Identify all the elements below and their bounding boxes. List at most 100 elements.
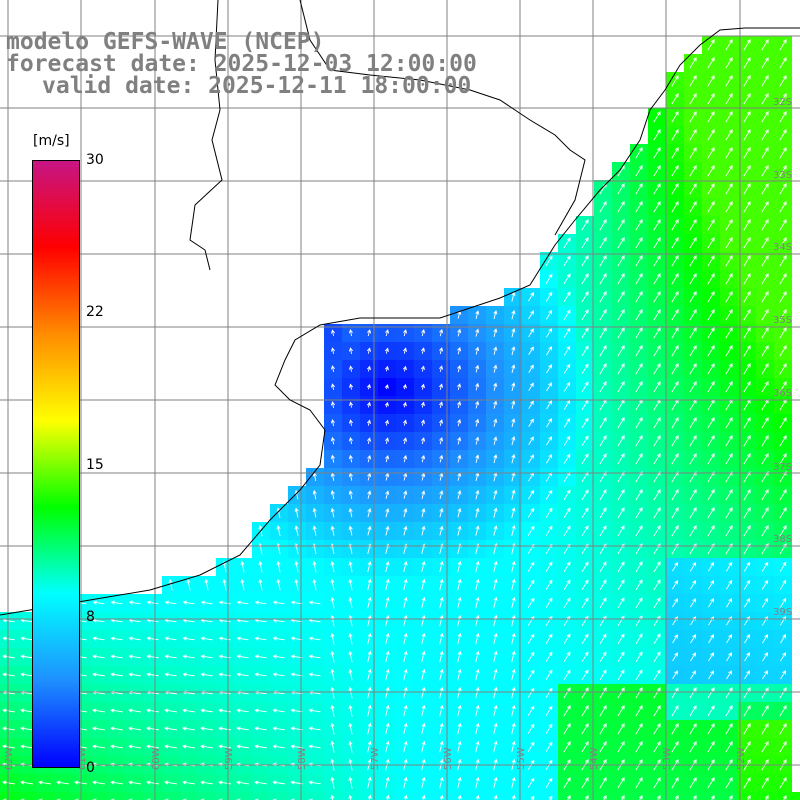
wind-arrow <box>475 578 480 591</box>
wind-arrow <box>743 723 751 735</box>
wind-arrow <box>761 489 769 501</box>
wind-arrow <box>20 744 33 749</box>
wind-arrow <box>635 579 643 591</box>
wind-arrow <box>563 363 571 374</box>
wind-speed-cell <box>594 792 612 800</box>
wind-arrow <box>689 363 697 375</box>
wind-arrow <box>635 741 643 753</box>
wind-arrow <box>92 600 105 605</box>
wind-arrow <box>236 672 249 677</box>
wind-arrow <box>779 345 787 357</box>
wind-arrow <box>653 201 661 213</box>
wind-arrow <box>671 291 679 303</box>
wind-arrow <box>671 237 679 249</box>
wind-arrow <box>421 454 426 463</box>
wind-arrow <box>511 489 516 500</box>
wind-arrow <box>743 219 751 231</box>
wind-speed-field <box>0 36 800 800</box>
wind-speed-cell <box>648 792 666 800</box>
valid-date: valid date: 2025-12-11 18:00:00 <box>42 73 472 99</box>
wind-arrow <box>761 705 769 717</box>
wind-arrow <box>725 39 733 51</box>
wind-arrow <box>599 381 607 393</box>
wind-arrow <box>182 798 187 800</box>
wind-arrow <box>779 75 787 87</box>
wind-arrow <box>725 129 733 141</box>
wind-arrow <box>638 795 643 800</box>
wind-arrow <box>475 346 480 355</box>
wind-arrow <box>689 93 697 105</box>
wind-arrow <box>439 722 444 735</box>
wind-arrow <box>545 597 553 608</box>
wind-arrow <box>635 237 643 249</box>
wind-arrow <box>635 705 643 717</box>
wind-arrow <box>367 472 372 481</box>
wind-arrow <box>330 383 336 390</box>
wind-arrow <box>182 744 196 749</box>
wind-arrow <box>438 401 444 408</box>
wind-arrow <box>725 75 733 87</box>
wind-arrow <box>671 327 679 339</box>
longitude-labels: 62W 61W 60W 59W 58W 57W 56W 55W 54W 53W 52W <box>4 747 747 770</box>
wind-arrow <box>707 273 715 285</box>
wind-arrow <box>743 75 751 87</box>
wind-arrow <box>545 579 553 590</box>
wind-arrow <box>689 291 697 303</box>
wind-arrow <box>402 383 407 390</box>
wind-arrow <box>218 672 231 677</box>
wind-arrow <box>439 490 444 500</box>
wind-arrow <box>527 651 535 662</box>
wind-arrow <box>385 704 390 717</box>
wind-arrow <box>527 777 535 788</box>
wind-arrow <box>653 669 661 681</box>
latitude-label: 38S <box>773 534 792 545</box>
wind-arrow <box>545 255 553 266</box>
wind-arrow <box>128 654 141 659</box>
wind-arrow <box>690 670 696 680</box>
wind-arrow <box>707 309 715 321</box>
wind-arrow <box>367 776 372 789</box>
wind-arrow <box>457 401 462 409</box>
wind-arrow <box>635 201 643 213</box>
wind-arrow <box>511 309 516 320</box>
wind-arrow <box>563 741 571 753</box>
wind-arrow <box>707 561 715 572</box>
wind-arrow <box>563 273 571 285</box>
wind-arrow <box>493 794 498 800</box>
wind-arrow <box>348 578 353 591</box>
wind-arrow <box>779 687 787 699</box>
wind-arrow <box>545 777 553 788</box>
wind-arrow <box>402 365 407 372</box>
wind-arrow <box>254 654 267 659</box>
wind-arrow <box>671 273 679 285</box>
wind-arrow <box>761 129 769 141</box>
wind-arrow <box>617 381 625 393</box>
wind-arrow <box>348 454 353 463</box>
wind-arrow <box>617 435 625 447</box>
wind-arrow <box>403 740 408 753</box>
wind-arrow <box>779 381 787 393</box>
wind-arrow <box>330 329 336 336</box>
wind-arrow <box>475 310 480 319</box>
wind-arrow <box>635 435 643 447</box>
wind-arrow <box>545 507 553 518</box>
wind-arrow <box>348 776 353 789</box>
wind-arrow <box>653 561 661 573</box>
wind-arrow <box>527 633 535 644</box>
wind-arrow <box>779 705 787 717</box>
wind-arrow <box>330 525 335 536</box>
wind-arrow <box>367 650 372 663</box>
wind-arrow <box>457 490 462 500</box>
wind-arrow <box>599 237 607 249</box>
wind-arrow <box>254 708 267 713</box>
wind-arrow <box>493 686 498 699</box>
wind-arrow <box>761 741 769 753</box>
wind-arrow <box>20 780 33 785</box>
wind-arrow <box>599 651 607 662</box>
wind-arrow <box>421 596 426 609</box>
wind-arrow <box>689 525 697 537</box>
wind-arrow <box>367 668 372 681</box>
wind-arrow <box>743 291 751 303</box>
wind-arrow <box>635 651 643 663</box>
